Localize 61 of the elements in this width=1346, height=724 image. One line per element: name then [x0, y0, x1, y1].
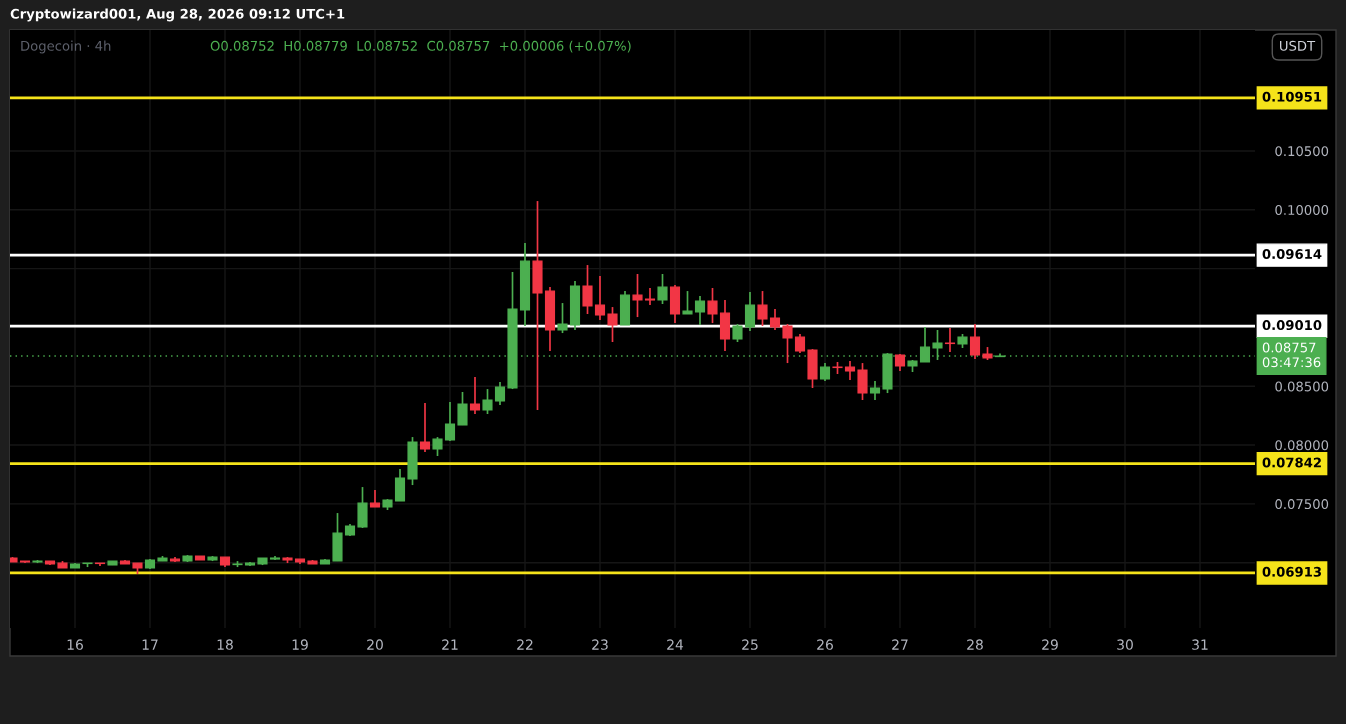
candlestick	[682, 290, 693, 315]
x-tick-label: 20	[367, 639, 383, 650]
candlestick	[869, 380, 881, 401]
ref-line-label: 0.08757 03:47:36	[1262, 342, 1321, 368]
x-tick-label: 23	[592, 639, 608, 650]
candlestick	[744, 291, 756, 332]
x-tick-label: 17	[142, 639, 158, 650]
x-tick-label: 26	[817, 639, 833, 650]
candlestick	[857, 362, 868, 401]
annotation: O0.08752 H0.08779 L0.08752 C0.08757 +0.00006 (+0.07%)	[210, 40, 631, 53]
x-tick-label: 18	[217, 639, 233, 650]
x-tick-label: 24	[667, 639, 684, 650]
y-tick-label: 0.08000	[1275, 440, 1329, 451]
candlestick	[782, 323, 793, 364]
ref-line-label: 0.09010	[1262, 320, 1322, 331]
candlestick	[944, 327, 956, 353]
candlestick	[644, 287, 656, 306]
text: Cryptowizard001, Aug 28, 2026 09:12 UTC+1	[10, 8, 345, 22]
candlestick	[794, 333, 806, 354]
candlestick	[469, 376, 481, 415]
ref-line-label: 0.09614	[1262, 249, 1322, 259]
candlestick	[357, 486, 368, 529]
x-tick-label: 25	[742, 639, 758, 650]
candlestick	[707, 287, 718, 324]
y-tick-label: 0.07500	[1275, 499, 1329, 510]
y-axis-title: USDT	[1280, 40, 1316, 51]
candlestick	[632, 273, 643, 318]
candlestick	[757, 290, 768, 327]
candlestick	[657, 273, 668, 305]
candlestick	[919, 326, 931, 363]
y-tick-label: 0.10500	[1275, 146, 1329, 157]
ref-line-label: 0.07842	[1262, 457, 1321, 468]
ref-line-label: 0.10951	[1262, 91, 1322, 102]
candlestick	[694, 295, 706, 326]
candlestick	[457, 391, 468, 426]
candlestick	[482, 388, 493, 415]
x-tick-label: 29	[1042, 639, 1058, 650]
x-tick-label: 27	[892, 639, 908, 650]
x-tick-label: 16	[67, 639, 83, 650]
candlestick	[394, 468, 406, 502]
candlestick	[969, 323, 981, 360]
y-tick-label: 0.10000	[1275, 204, 1329, 215]
x-tick-label: 21	[442, 639, 458, 650]
candlestick	[844, 360, 856, 381]
x-tick-label: 30	[1117, 639, 1133, 650]
candlestick	[432, 436, 443, 457]
candlestick	[419, 402, 431, 453]
x-tick-label: 22	[517, 639, 533, 650]
text: Dogecoin · 4h	[21, 40, 111, 54]
y-tick-label: 0.08500	[1275, 381, 1329, 392]
candlestick	[494, 381, 506, 406]
candlestick	[607, 306, 618, 343]
candlestick	[594, 275, 606, 321]
ref-line-label: 0.06913	[1262, 566, 1321, 577]
candlestick	[582, 264, 593, 315]
x-tick-label: 31	[1192, 639, 1208, 650]
x-tick-label: 28	[967, 639, 983, 650]
x-tick-label: 19	[292, 639, 308, 650]
candlestick	[769, 308, 781, 331]
candlestick	[444, 401, 456, 442]
candlestick	[557, 302, 568, 334]
